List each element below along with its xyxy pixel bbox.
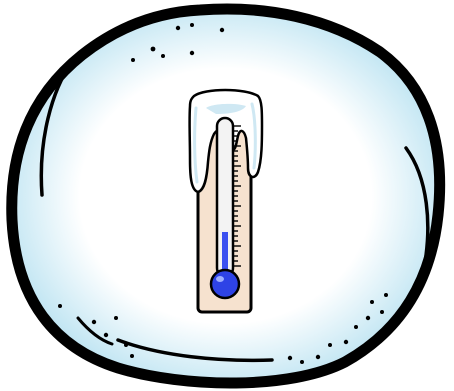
thermometer-icon (188, 88, 264, 314)
snow-cap-shadow (206, 103, 246, 114)
snowball-shine-right (404, 146, 430, 270)
snowball-shine-bottom-left (76, 316, 114, 346)
thermometer-scale (233, 125, 241, 267)
bulb-highlight (216, 276, 224, 282)
mercury-column (222, 232, 228, 276)
snow-cap-shading-left (193, 106, 199, 184)
snowball-speckles (58, 23, 388, 364)
snow-cap-shading (250, 102, 257, 170)
snowball-shine-bottom (116, 338, 274, 363)
thermometer-bulb (209, 268, 241, 300)
snowball-shine-left (39, 60, 74, 197)
